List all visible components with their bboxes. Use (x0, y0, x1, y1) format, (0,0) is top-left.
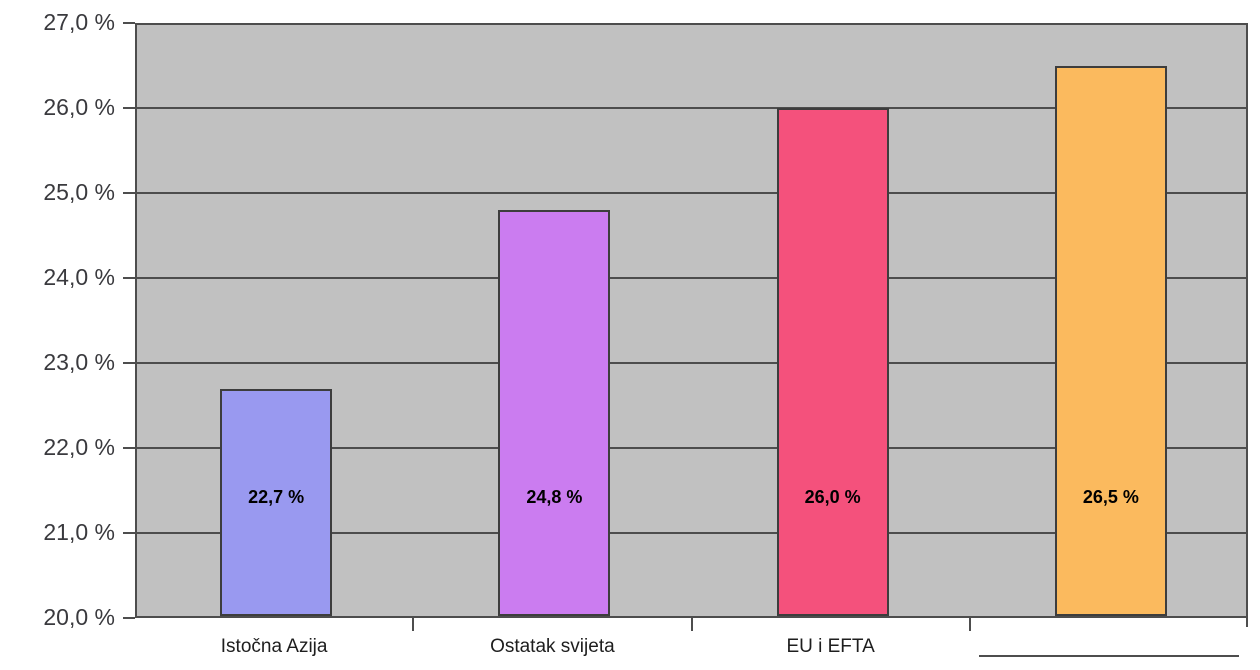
bar-value-label: 26,0 % (804, 487, 861, 507)
x-tick-mark (412, 618, 415, 631)
bar-value-label: 22,7 % (248, 487, 305, 507)
x-tick-mark (690, 618, 693, 631)
category-label: Istočna Azija (220, 636, 328, 657)
y-tick-label: 21,0 % (43, 519, 115, 545)
bar-value-label: 26,5 % (1082, 487, 1139, 507)
y-tick-mark (123, 192, 135, 194)
x-tick-mark (1246, 618, 1248, 627)
gridline (137, 107, 1246, 109)
y-tick-label: 27,0 % (43, 9, 115, 35)
category-label: Ostatak svijeta (490, 636, 615, 657)
bar-value-label: 24,8 % (526, 487, 583, 507)
y-tick-mark (123, 447, 135, 449)
gridline (137, 447, 1246, 449)
y-tick-label: 23,0 % (43, 349, 115, 375)
y-tick-label: 20,0 % (43, 604, 115, 630)
y-tick-mark (123, 532, 135, 534)
gridline (137, 362, 1246, 364)
y-tick-mark (123, 277, 135, 279)
bar-1: 22,7 % (220, 388, 333, 616)
plot-area: 22,7 % 24,8 % 26,0 % 26,5 % (135, 23, 1248, 618)
y-tick-mark (123, 362, 135, 364)
gridline (137, 192, 1246, 194)
y-tick-label: 25,0 % (43, 179, 115, 205)
bar-2: 24,8 % (498, 210, 611, 616)
y-tick-mark (123, 22, 135, 24)
y-tick-label: 22,0 % (43, 434, 115, 460)
category-label: EU i EFTA (786, 636, 875, 657)
y-tick-mark (123, 107, 135, 109)
category-label-blank-line (978, 655, 1239, 657)
gridline (137, 532, 1246, 534)
bar-3: 26,0 % (776, 108, 889, 616)
y-tick-label: 24,0 % (43, 264, 115, 290)
y-tick-mark (123, 617, 135, 619)
bar-4: 26,5 % (1054, 65, 1167, 616)
x-tick-mark (968, 618, 971, 631)
gridline (137, 277, 1246, 279)
y-tick-label: 26,0 % (43, 94, 115, 120)
